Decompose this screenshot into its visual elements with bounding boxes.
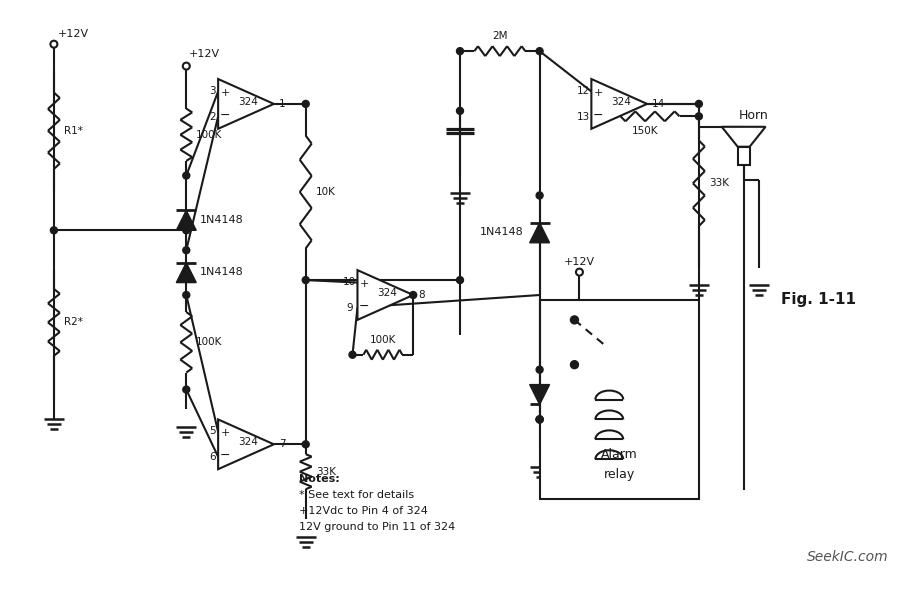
Text: −: − [220, 449, 230, 462]
Text: * See text for details: * See text for details [299, 490, 414, 500]
Text: R2*: R2* [64, 317, 82, 327]
Text: 100K: 100K [196, 129, 223, 140]
Text: 1N4148: 1N4148 [201, 267, 244, 277]
Polygon shape [176, 263, 196, 283]
Text: +12V: +12V [190, 49, 221, 59]
Circle shape [576, 268, 583, 276]
Text: 14: 14 [652, 99, 665, 109]
Circle shape [50, 41, 58, 48]
Text: Notes:: Notes: [299, 474, 340, 484]
Circle shape [409, 292, 417, 299]
Text: 324: 324 [238, 97, 258, 107]
Text: 6: 6 [209, 452, 215, 462]
Circle shape [50, 227, 58, 234]
Text: 5: 5 [209, 426, 215, 437]
Polygon shape [176, 210, 196, 230]
Text: +12Vdc to Pin 4 of 324: +12Vdc to Pin 4 of 324 [299, 506, 428, 516]
Text: 10: 10 [343, 277, 356, 287]
Bar [737, 147, 749, 165]
Circle shape [536, 416, 543, 423]
Circle shape [349, 351, 356, 358]
Circle shape [456, 277, 463, 283]
Text: +: + [594, 88, 603, 97]
Text: −: − [593, 109, 604, 122]
Circle shape [183, 227, 190, 234]
Text: Fig. 1-11: Fig. 1-11 [780, 292, 856, 308]
Circle shape [536, 416, 543, 423]
Text: relay: relay [604, 467, 635, 481]
Circle shape [695, 113, 703, 120]
Text: 9: 9 [346, 303, 353, 313]
Circle shape [302, 277, 310, 283]
Text: 33K: 33K [316, 467, 335, 476]
Text: 10K: 10K [316, 187, 335, 197]
Text: 12: 12 [577, 86, 590, 96]
Text: 324: 324 [611, 97, 631, 107]
Text: Horn: Horn [738, 109, 769, 122]
Text: 100K: 100K [196, 337, 223, 347]
Circle shape [536, 366, 543, 373]
Text: SeekIC.com: SeekIC.com [807, 550, 889, 564]
Circle shape [183, 386, 190, 393]
Text: R1*: R1* [64, 126, 82, 136]
Text: +: + [360, 279, 369, 289]
Circle shape [183, 62, 190, 69]
Text: 100K: 100K [370, 335, 396, 345]
Polygon shape [218, 419, 274, 469]
Circle shape [536, 48, 543, 55]
Circle shape [456, 48, 463, 55]
Circle shape [536, 416, 543, 423]
Bar [540, 300, 699, 499]
Circle shape [695, 100, 703, 108]
Circle shape [456, 108, 463, 115]
Text: −: − [220, 109, 230, 122]
Polygon shape [722, 127, 766, 147]
Text: 13: 13 [577, 112, 590, 122]
Circle shape [183, 292, 190, 299]
Text: 7: 7 [278, 440, 286, 449]
Text: 150K: 150K [632, 127, 659, 136]
Text: Alarm: Alarm [601, 448, 638, 461]
Polygon shape [592, 79, 647, 129]
Text: 1N4148: 1N4148 [480, 228, 524, 238]
Circle shape [183, 172, 190, 179]
Circle shape [183, 247, 190, 254]
Text: +12V: +12V [58, 29, 89, 39]
Polygon shape [529, 223, 550, 243]
Text: +: + [221, 428, 230, 438]
Text: 1N4148: 1N4148 [201, 216, 244, 225]
Circle shape [536, 192, 543, 199]
Circle shape [571, 316, 578, 324]
Text: 2: 2 [209, 112, 215, 122]
Text: −: − [359, 300, 370, 312]
Text: +12V: +12V [564, 257, 595, 267]
Circle shape [302, 441, 310, 448]
Polygon shape [218, 79, 274, 129]
Text: 1: 1 [278, 99, 286, 109]
Circle shape [571, 361, 578, 369]
Text: 33K: 33K [709, 178, 729, 188]
Text: 3: 3 [209, 86, 215, 96]
Polygon shape [357, 270, 413, 320]
Text: +: + [221, 88, 230, 97]
Circle shape [302, 100, 310, 108]
Text: 324: 324 [238, 437, 258, 447]
Text: 324: 324 [377, 288, 398, 298]
Text: 12V ground to Pin 11 of 324: 12V ground to Pin 11 of 324 [299, 522, 455, 532]
Polygon shape [529, 384, 550, 405]
Text: 8: 8 [419, 290, 425, 300]
Text: 2M: 2M [492, 31, 507, 41]
